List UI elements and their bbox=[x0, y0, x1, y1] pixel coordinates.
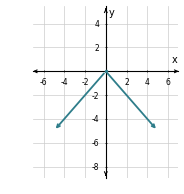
Text: x: x bbox=[172, 55, 177, 65]
Text: y: y bbox=[109, 8, 115, 18]
